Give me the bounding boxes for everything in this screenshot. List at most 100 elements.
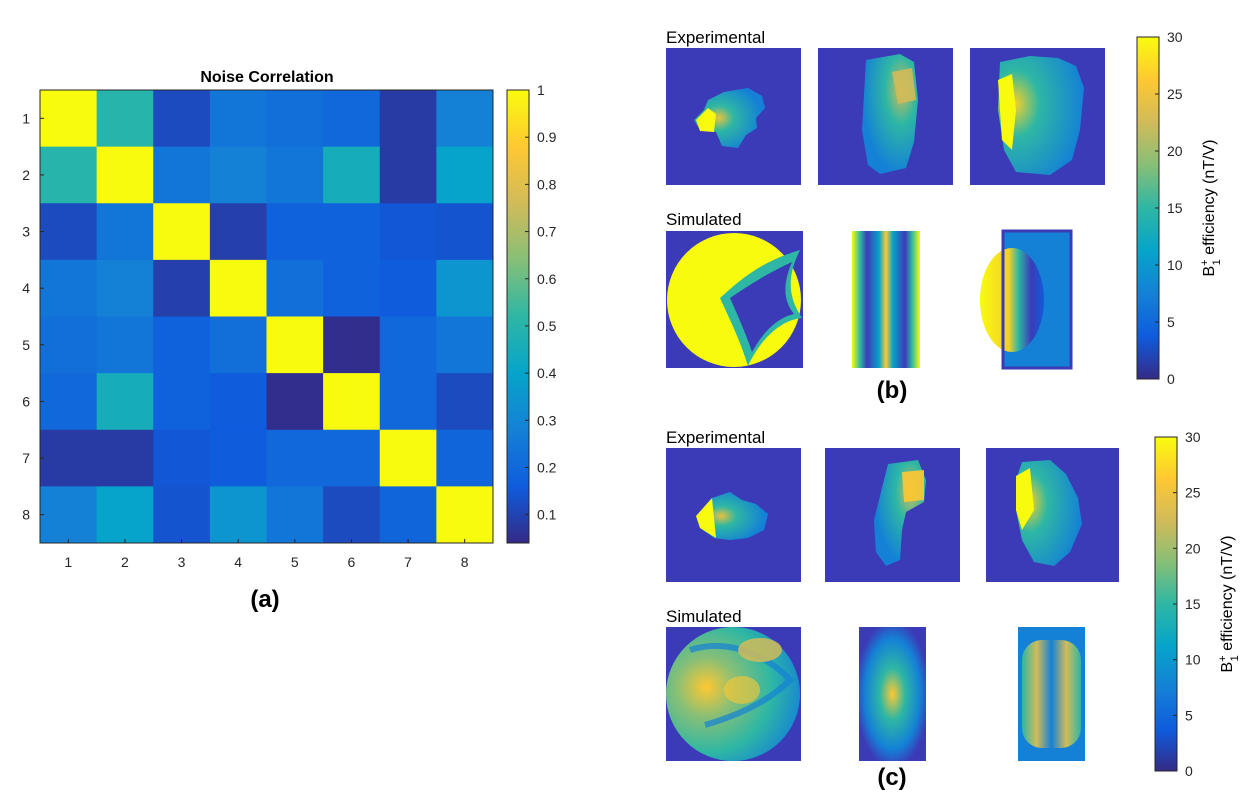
heatmap-cell-r5-c1 bbox=[40, 316, 98, 374]
heatmap-x-tick-label: 3 bbox=[178, 554, 186, 570]
heatmap-cell-r8-c6 bbox=[323, 486, 381, 544]
heatmap-cell-r3-c8 bbox=[436, 203, 494, 261]
panel-b-colorbar-tick-label: 5 bbox=[1167, 314, 1175, 330]
heatmap-cell-r6-c6 bbox=[323, 373, 381, 431]
heatmap-cell-r2-c5 bbox=[266, 146, 324, 204]
heatmap-cell-r3-c2 bbox=[96, 203, 154, 261]
heatmap-cell-r1-c1 bbox=[40, 90, 98, 148]
heatmap-x-tick-label: 1 bbox=[64, 554, 72, 570]
panel-b-simulated-label: Simulated bbox=[666, 210, 742, 229]
heatmap-cell-r3-c6 bbox=[323, 203, 381, 261]
heatmap-colorbar-tick-label: 0.9 bbox=[537, 129, 557, 145]
heatmap-cell-r7-c2 bbox=[96, 429, 154, 487]
heatmap-cell-r5-c2 bbox=[96, 316, 154, 374]
panel-b-experimental-label: Experimental bbox=[666, 28, 765, 47]
panel-b-simulated-map-2 bbox=[852, 231, 920, 368]
panel-c-experimental-map-2 bbox=[825, 448, 960, 582]
heatmap-cell-r6-c8 bbox=[436, 373, 494, 431]
panel-b-colorbar-label: B+1 efficiency (nT/V) bbox=[1199, 140, 1223, 277]
panel-c-colorbar-tick-label: 5 bbox=[1185, 707, 1193, 723]
heatmap-cell-r1-c4 bbox=[209, 90, 267, 148]
heatmap-cell-r4-c5 bbox=[266, 259, 324, 317]
heatmap-cell-r7-c3 bbox=[153, 429, 211, 487]
heatmap-cell-r8-c1 bbox=[40, 486, 98, 544]
heatmap-cell-r3-c7 bbox=[379, 203, 437, 261]
heatmap-y-tick-label: 1 bbox=[22, 110, 30, 126]
panel-b-colorbar-tick-label: 20 bbox=[1167, 143, 1183, 159]
panel-c-colorbar-tick-label: 30 bbox=[1185, 429, 1201, 445]
heatmap-cell-r2-c1 bbox=[40, 146, 98, 204]
heatmap-cell-r4-c2 bbox=[96, 259, 154, 317]
heatmap-y-tick-label: 4 bbox=[22, 280, 30, 296]
heatmap-cell-r2-c3 bbox=[153, 146, 211, 204]
heatmap-cell-r7-c7 bbox=[379, 429, 437, 487]
heatmap-cell-r1-c2 bbox=[96, 90, 154, 148]
heatmap-cell-r1-c8 bbox=[436, 90, 494, 148]
panel-b-simulated-map-1 bbox=[666, 231, 803, 368]
heatmap-colorbar-ticks: 0.1 0.2 0.3 0.4 0.5 0.6 0.7 0.8 0.9 1 bbox=[525, 82, 557, 523]
heatmap-cell-r2-c2 bbox=[96, 146, 154, 204]
panel-b-colorbar-tick-label: 15 bbox=[1167, 200, 1183, 216]
heatmap-cell-r5-c5 bbox=[266, 316, 324, 374]
panel-b-maps: Experimental Simulated bbox=[666, 28, 1223, 404]
heatmap-colorbar-tick-label: 0.4 bbox=[537, 365, 557, 381]
heatmap-cell-r4-c7 bbox=[379, 259, 437, 317]
heatmap-cell-r6-c4 bbox=[209, 373, 267, 431]
heatmap-x-ticks: 1 2 3 4 5 6 7 8 bbox=[64, 539, 469, 570]
heatmap-cell-r8-c7 bbox=[379, 486, 437, 544]
heatmap-colorbar-tick-label: 0.6 bbox=[537, 271, 557, 287]
panel-c-colorbar-label: B+1 efficiency (nT/V) bbox=[1217, 536, 1241, 673]
heatmap-cell-r4-c4 bbox=[209, 259, 267, 317]
heatmap-y-tick-label: 3 bbox=[22, 224, 30, 240]
heatmap-cell-r7-c1 bbox=[40, 429, 98, 487]
panel-b-colorbar-tick-label: 10 bbox=[1167, 257, 1183, 273]
heatmap-cell-r7-c8 bbox=[436, 429, 494, 487]
panel-c-colorbar-ticks: 0 5 10 15 20 25 30 bbox=[1173, 429, 1201, 779]
heatmap-cell-r8-c4 bbox=[209, 486, 267, 544]
heatmap-cell-r5-c6 bbox=[323, 316, 381, 374]
heatmap-cell-r8-c8 bbox=[436, 486, 494, 544]
panel-c-simulated-map-1 bbox=[666, 627, 801, 761]
heatmap-cell-r3-c1 bbox=[40, 203, 98, 261]
panel-b-colorbar-tick-label: 30 bbox=[1167, 29, 1183, 45]
heatmap-cell-r1-c6 bbox=[323, 90, 381, 148]
heatmap-cell-r4-c8 bbox=[436, 259, 494, 317]
panel-b-colorbar-tick-label: 0 bbox=[1167, 371, 1175, 387]
heatmap-cells bbox=[40, 90, 494, 544]
heatmap-cell-r4-c1 bbox=[40, 259, 98, 317]
heatmap-colorbar-tick-label: 0.8 bbox=[537, 176, 557, 192]
heatmap-cell-r8-c5 bbox=[266, 486, 324, 544]
panel-c-colorbar-tick-label: 10 bbox=[1185, 652, 1201, 668]
heatmap-x-tick-label: 7 bbox=[404, 554, 412, 570]
heatmap-cell-r2-c4 bbox=[209, 146, 267, 204]
panel-c-colorbar-tick-label: 20 bbox=[1185, 540, 1201, 556]
panel-c-simulated-map-2 bbox=[859, 627, 926, 761]
heatmap-colorbar-tick-label: 0.7 bbox=[537, 224, 557, 240]
panel-b-experimental-map-1 bbox=[666, 48, 801, 185]
panel-c-colorbar-tick-label: 25 bbox=[1185, 485, 1201, 501]
heatmap-y-tick-label: 8 bbox=[22, 507, 30, 523]
heatmap-x-tick-label: 8 bbox=[461, 554, 469, 570]
panel-c-simulated-label: Simulated bbox=[666, 607, 742, 626]
heatmap-colorbar-tick-label: 0.5 bbox=[537, 318, 557, 334]
heatmap-cell-r6-c5 bbox=[266, 373, 324, 431]
heatmap-cell-r5-c4 bbox=[209, 316, 267, 374]
heatmap-y-ticks: 1 2 3 4 5 6 7 8 bbox=[22, 110, 44, 523]
heatmap-cell-r7-c4 bbox=[209, 429, 267, 487]
panel-c-label: (c) bbox=[877, 764, 906, 791]
heatmap-cell-r1-c7 bbox=[379, 90, 437, 148]
heatmap-cell-r4-c6 bbox=[323, 259, 381, 317]
heatmap-y-tick-label: 7 bbox=[22, 450, 30, 466]
heatmap-cell-r7-c5 bbox=[266, 429, 324, 487]
panel-c-experimental-map-3 bbox=[986, 448, 1119, 582]
panel-c-experimental-label: Experimental bbox=[666, 428, 765, 447]
heatmap-colorbar-tick-label: 0.2 bbox=[537, 460, 557, 476]
heatmap-title: Noise Correlation bbox=[200, 69, 333, 86]
heatmap-cell-r6-c7 bbox=[379, 373, 437, 431]
heatmap-cell-r3-c5 bbox=[266, 203, 324, 261]
heatmap-x-tick-label: 6 bbox=[348, 554, 356, 570]
heatmap-cell-r2-c7 bbox=[379, 146, 437, 204]
heatmap-x-tick-label: 5 bbox=[291, 554, 299, 570]
